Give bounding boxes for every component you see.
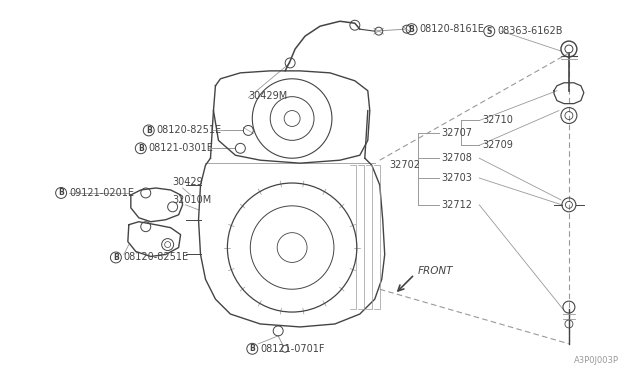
Text: B: B — [138, 144, 143, 153]
Text: FRONT: FRONT — [417, 266, 453, 276]
Text: 08121-0301E: 08121-0301E — [148, 143, 214, 153]
Text: 32702: 32702 — [390, 160, 420, 170]
Text: 32708: 32708 — [442, 153, 472, 163]
Text: 32010M: 32010M — [173, 195, 212, 205]
Text: 30429M: 30429M — [248, 91, 287, 101]
Text: 32703: 32703 — [442, 173, 472, 183]
Text: 32712: 32712 — [442, 200, 472, 210]
Text: B: B — [409, 25, 415, 34]
Text: 09121-0201E: 09121-0201E — [69, 188, 134, 198]
Text: B: B — [58, 189, 64, 198]
Text: B: B — [250, 344, 255, 353]
Text: 08120-8251E: 08120-8251E — [124, 253, 189, 263]
Text: 08120-8161E: 08120-8161E — [420, 24, 484, 34]
Text: S: S — [486, 27, 492, 36]
Text: 08120-8251E: 08120-8251E — [157, 125, 222, 135]
Text: 08121-0701F: 08121-0701F — [260, 344, 324, 354]
Text: 32710: 32710 — [483, 115, 513, 125]
Text: B: B — [146, 126, 152, 135]
Text: 32707: 32707 — [442, 128, 472, 138]
Text: 32709: 32709 — [483, 140, 513, 150]
Text: 08363-6162B: 08363-6162B — [497, 26, 563, 36]
Text: B: B — [113, 253, 119, 262]
Text: 30429: 30429 — [173, 177, 204, 187]
Text: A3P0J003P: A3P0J003P — [573, 356, 619, 365]
